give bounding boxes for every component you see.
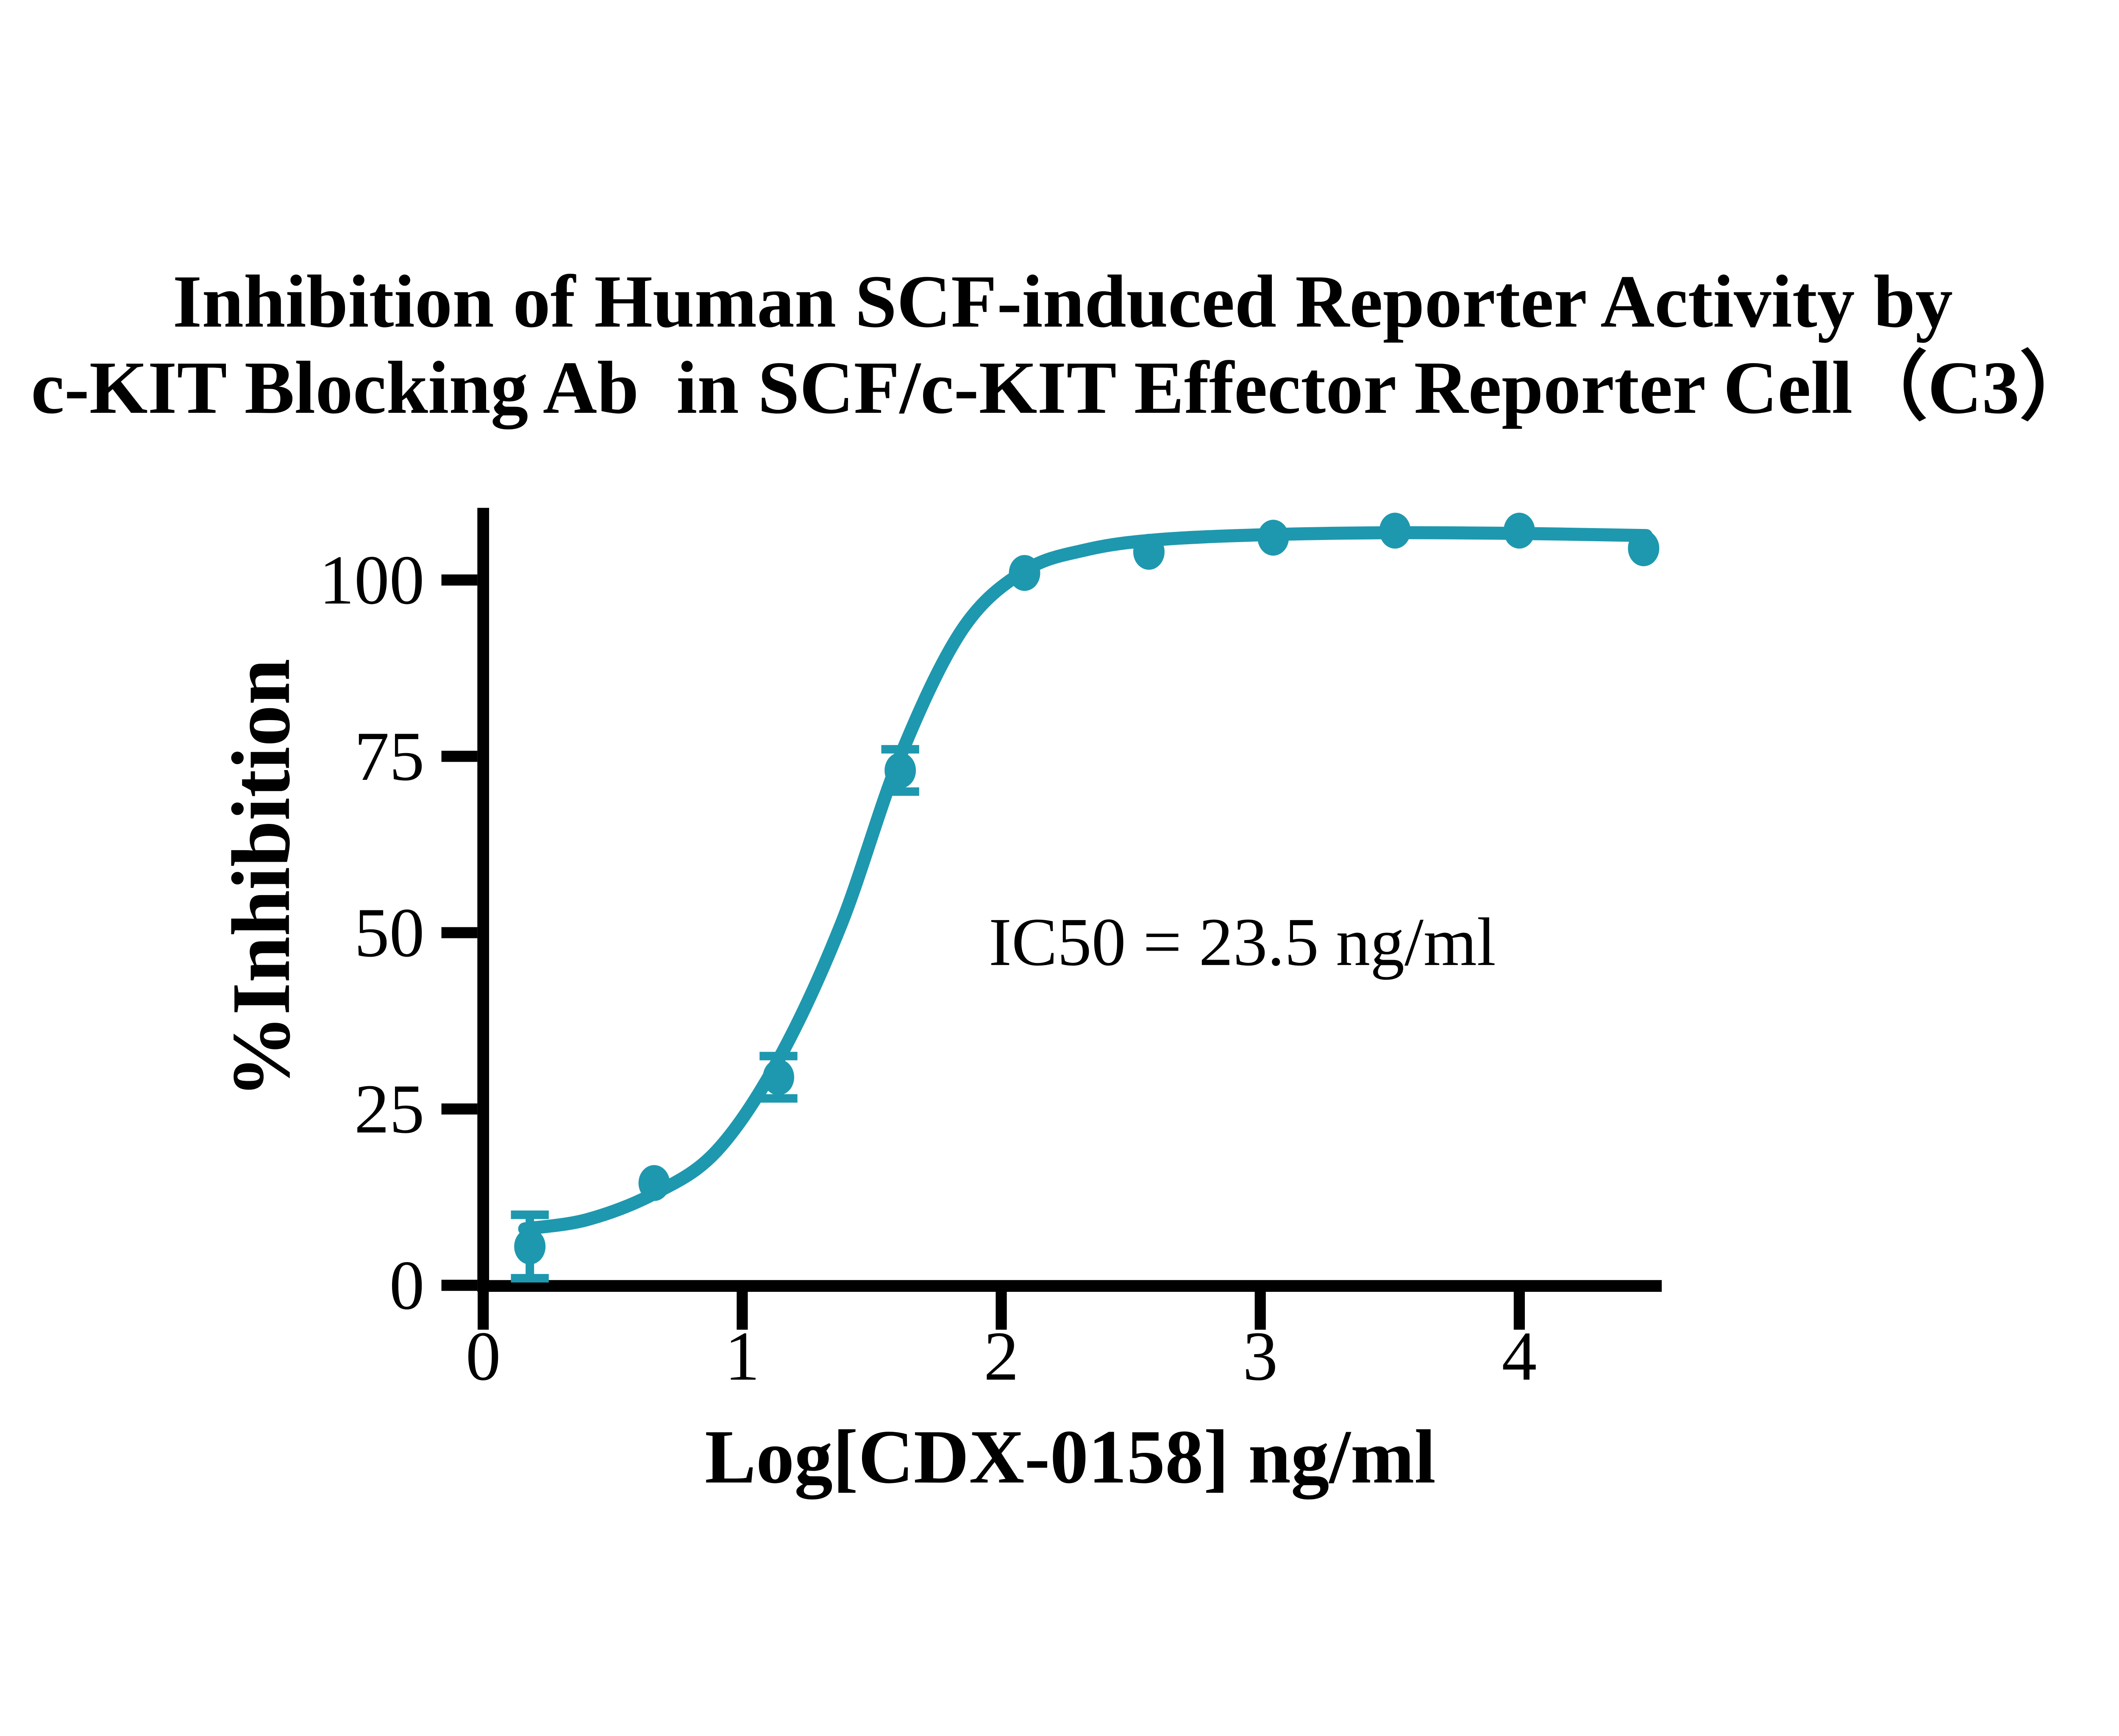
y-axis-title: %Inhibition	[215, 659, 307, 1098]
fit-curve-path	[518, 526, 1653, 1235]
x-tick-label: 1	[725, 1317, 760, 1395]
error-bars	[511, 745, 919, 1283]
y-tick-label: 75	[354, 717, 425, 795]
ic50-annotation: IC50 = 23.5 ng/ml	[989, 904, 1496, 980]
data-point	[638, 1165, 670, 1201]
axis-ticks	[441, 574, 1525, 1330]
chart-title-line-1: Inhibition of Human SCF-induced Reporter…	[172, 260, 1952, 343]
y-tick-label: 50	[354, 893, 425, 971]
dose-response-curve	[518, 526, 1653, 1235]
data-points	[514, 512, 1660, 1265]
chart-title-line-2: c-KIT Blocking Ab in SCF/c-KIT Effector …	[31, 346, 2094, 429]
data-point	[1379, 512, 1411, 549]
x-tick-label: 3	[1243, 1317, 1278, 1395]
y-tick-label: 25	[354, 1070, 425, 1148]
y-tick-label: 100	[319, 541, 424, 619]
tick-labels: 0 25 50 75 100 0 1 2 3 4	[319, 541, 1537, 1395]
axes	[477, 508, 1662, 1292]
data-point	[1628, 530, 1660, 566]
x-tick-label: 2	[984, 1317, 1019, 1395]
x-axis-title: Log[CDX-0158] ng/ml	[705, 1415, 1436, 1500]
data-point	[1257, 520, 1289, 556]
data-point	[1009, 555, 1040, 591]
y-tick-label: 0	[389, 1246, 425, 1324]
data-point	[762, 1059, 794, 1096]
x-tick-label: 0	[466, 1317, 501, 1395]
data-point	[1133, 534, 1165, 570]
data-point	[1503, 512, 1535, 549]
data-point	[514, 1228, 546, 1265]
data-point	[884, 752, 916, 789]
x-tick-label: 4	[1502, 1317, 1537, 1395]
